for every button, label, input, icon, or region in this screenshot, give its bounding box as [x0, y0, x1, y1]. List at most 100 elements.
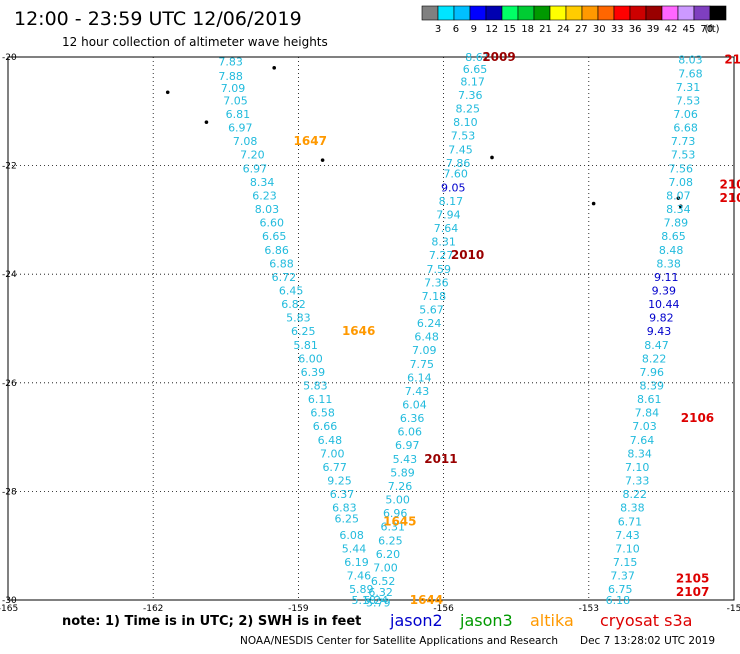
legend-swatch	[613, 5, 631, 21]
legend-swatch	[453, 5, 471, 21]
wave-height-value: 6.97	[395, 439, 420, 452]
wave-height-value: 6.65	[463, 63, 488, 76]
legend-swatch	[709, 5, 727, 21]
wave-height-value: 6.25	[291, 325, 316, 338]
wave-height-value: 7.53	[676, 94, 701, 107]
wave-height-value: 7.43	[615, 529, 640, 542]
legend-label: 9	[471, 24, 477, 35]
satellite-name: jason3	[459, 611, 513, 630]
wave-height-values: 7.837.887.097.056.816.977.087.206.978.34…	[218, 51, 702, 610]
legend-label: 21	[539, 24, 552, 35]
wave-height-value: 6.14	[407, 371, 432, 384]
wave-height-value: 7.60	[443, 168, 468, 181]
wave-height-value: 7.64	[630, 434, 655, 447]
wave-height-value: 6.65	[262, 230, 287, 243]
legend-swatch	[661, 5, 679, 21]
legend-swatch	[693, 5, 711, 21]
legend-label: 36	[629, 24, 642, 35]
wave-height-value: 7.68	[678, 67, 703, 80]
wave-height-value: 7.06	[673, 108, 698, 121]
wave-height-value: 6.97	[243, 162, 268, 175]
legend-swatch	[469, 5, 487, 21]
wave-height-value: 8.10	[453, 116, 478, 129]
wave-height-value: 9.11	[654, 271, 679, 284]
footer-note: note: 1) Time is in UTC; 2) SWH is in fe…	[62, 614, 361, 629]
y-tick-label: -30	[2, 596, 17, 606]
legend-label: 12	[485, 24, 498, 35]
wave-height-value: 6.66	[313, 420, 338, 433]
wave-height-value: 8.07	[666, 189, 691, 202]
legend-label: 45	[683, 24, 696, 35]
wave-height-value: 8.25	[456, 103, 481, 116]
wave-height-value: 7.73	[671, 135, 696, 148]
wave-height-value: 7.03	[632, 420, 657, 433]
wave-height-value: 7.84	[635, 407, 660, 420]
wave-height-value: 6.68	[673, 122, 698, 135]
island-marker	[591, 201, 596, 206]
axis-ticks: -165 -162 -159 -156 -153 -15 -20 -22 -24 -26 -28 -3…	[0, 53, 740, 614]
wave-height-value: 7.37	[610, 570, 635, 583]
wave-height-value: 7.56	[669, 162, 694, 175]
wave-height-value: 8.31	[431, 236, 456, 249]
wave-height-value: 5.79	[366, 597, 391, 610]
wave-height-value: 7.09	[412, 344, 437, 357]
legend-label: 6	[453, 24, 459, 35]
legend-label: 15	[503, 24, 516, 35]
wave-height-value: 6.58	[310, 407, 335, 420]
wave-height-value: 5.18	[351, 594, 376, 607]
timestamp-text: Dec 7 13:28:02 UTC 2019	[580, 635, 715, 647]
wave-height-value: 7.59	[427, 263, 452, 276]
wave-height-value: 7.10	[615, 542, 640, 555]
wave-height-value: 6.19	[344, 556, 369, 569]
wave-height-value: 6.45	[279, 284, 304, 297]
wave-height-value: 5.44	[342, 542, 367, 555]
wave-height-value: 5.43	[393, 453, 418, 466]
wave-height-value: 6.83	[332, 502, 357, 515]
wave-height-value: 6.39	[301, 366, 326, 379]
wave-height-value: 7.43	[405, 385, 430, 398]
wave-height-value: 6.60	[260, 217, 285, 230]
x-tick-label: -156	[433, 604, 454, 614]
wave-height-value: 5.83	[286, 312, 311, 325]
wave-height-value: 8.39	[639, 380, 664, 393]
pass-time-label: 2011	[424, 452, 457, 466]
legend-swatch	[645, 5, 663, 21]
wave-height-value: 8.03	[678, 54, 703, 67]
wave-height-value: 6.18	[606, 594, 631, 607]
wave-height-value: 6.37	[330, 488, 355, 501]
wave-height-value: 6.72	[272, 271, 297, 284]
legend-swatch	[517, 5, 535, 21]
wave-height-value: 6.20	[376, 548, 401, 561]
island-marker	[490, 155, 494, 160]
wave-height-value: 8.34	[250, 176, 275, 189]
y-tick-label: -26	[2, 379, 17, 389]
x-tick-label: -159	[288, 604, 309, 614]
wave-height-value: 7.53	[671, 149, 696, 162]
wave-height-value: 7.94	[436, 208, 461, 221]
legend-swatch	[437, 5, 455, 21]
legend-swatch	[501, 5, 519, 21]
wave-height-value: 6.82	[281, 298, 306, 311]
wave-height-value: 5.67	[419, 303, 444, 316]
wave-height-value: 5.83	[303, 380, 328, 393]
wave-height-value: 7.89	[664, 217, 689, 230]
wave-height-value: 6.75	[608, 583, 633, 596]
wave-height-value: 6.88	[269, 257, 294, 270]
x-tick-label: -165	[0, 604, 18, 614]
wave-height-value: 7.36	[424, 276, 449, 289]
wave-height-value: 8.17	[460, 75, 485, 88]
wave-height-value: 6.04	[402, 399, 427, 412]
x-tick-label: -15	[727, 604, 740, 614]
satellite-name: jason2	[389, 611, 443, 630]
wave-height-value: 6.08	[339, 529, 364, 542]
chart-subtitle: 12 hour collection of altimeter wave hei…	[62, 35, 328, 49]
island-marker	[320, 158, 325, 162]
legend-swatch	[581, 5, 599, 21]
wave-height-value: 8.38	[620, 502, 645, 515]
wave-height-value: 8.48	[659, 244, 684, 257]
plot-frame	[7, 56, 735, 601]
legend-swatch	[629, 5, 647, 21]
wave-height-value: 7.08	[669, 176, 694, 189]
pass-time-label: 1647	[294, 134, 327, 148]
wave-height-value: 6.11	[308, 393, 333, 406]
